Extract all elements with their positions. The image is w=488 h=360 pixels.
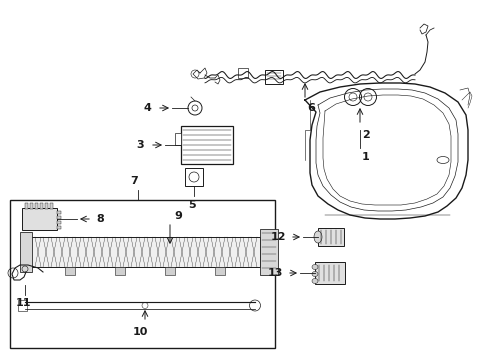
Bar (65, 267, 75, 275)
Text: 2: 2 (361, 130, 369, 140)
Bar (314, 262, 345, 284)
Text: 8: 8 (96, 214, 103, 224)
Text: 10: 10 (132, 327, 147, 337)
Bar (30, 203, 33, 209)
Bar (25, 203, 28, 209)
Bar (10, 200, 274, 348)
Text: 4: 4 (143, 103, 151, 113)
Bar (22, 208, 57, 230)
Bar (317, 228, 343, 246)
Text: 7: 7 (130, 176, 138, 186)
Bar (260, 229, 278, 275)
Bar (238, 68, 247, 78)
Text: 9: 9 (174, 211, 182, 221)
Bar (175, 133, 181, 145)
Bar (264, 70, 283, 84)
Text: 12: 12 (270, 232, 285, 242)
Ellipse shape (436, 157, 448, 163)
Text: 3: 3 (136, 140, 143, 150)
Bar (115, 267, 125, 275)
Bar (40, 203, 43, 209)
Bar (18, 300, 27, 311)
Text: 5: 5 (187, 200, 195, 210)
Text: 1: 1 (361, 152, 369, 162)
Bar (57, 226, 61, 229)
Bar (35, 203, 38, 209)
Ellipse shape (311, 271, 317, 276)
Bar (57, 216, 61, 219)
Text: 11: 11 (16, 298, 31, 308)
Bar (50, 203, 53, 209)
Bar (45, 203, 48, 209)
Bar (181, 126, 232, 164)
Bar (20, 232, 32, 272)
Text: 13: 13 (267, 268, 283, 278)
Bar (215, 267, 224, 275)
Ellipse shape (311, 265, 317, 270)
Ellipse shape (313, 231, 321, 243)
Bar (57, 221, 61, 224)
Bar (164, 267, 175, 275)
Bar (184, 168, 203, 186)
Bar (30, 237, 260, 267)
Text: 6: 6 (306, 103, 314, 113)
Ellipse shape (311, 279, 317, 284)
Bar (57, 211, 61, 214)
